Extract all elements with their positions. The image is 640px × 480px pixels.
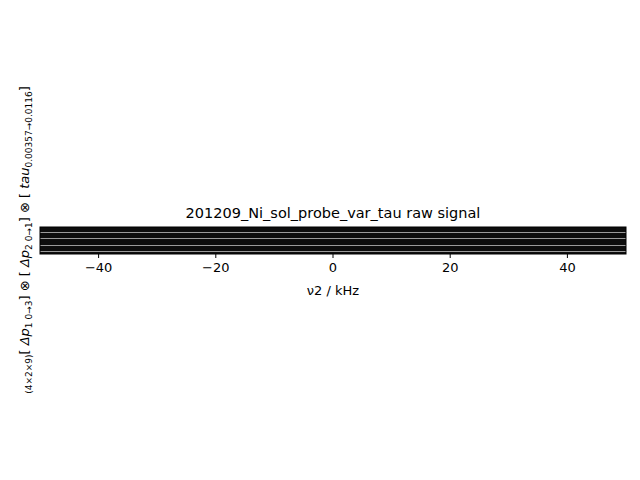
y-label-part: 0.00357→0.0116	[24, 91, 34, 168]
y-label-part: tau	[17, 168, 32, 189]
plot-frame	[40, 227, 626, 254]
x-tick	[567, 254, 568, 258]
y-label-part: [	[17, 345, 32, 354]
x-label: ν2 / kHz	[307, 283, 359, 298]
x-tick	[215, 254, 216, 258]
image-background	[40, 227, 626, 254]
y-label-part: ⊗	[17, 276, 32, 295]
y-label-part: Δp	[17, 328, 32, 346]
y-label-part: 2 0→1	[24, 222, 34, 250]
x-tick	[98, 254, 99, 258]
x-tick-label: −40	[85, 260, 112, 275]
chart: −40 −20 0 20 40 201209_Ni_sol_probe_var_tau r…	[0, 0, 640, 480]
y-label-part: ]	[17, 86, 32, 91]
band-separator	[40, 232, 626, 233]
title: 201209_Ni_sol_probe_var_tau raw signal	[186, 205, 481, 221]
x-tick-label: 20	[442, 260, 459, 275]
x-tick-label: 40	[559, 260, 576, 275]
chart-root: −40 −20 0 20 40 201209_Ni_sol_probe_var_tau r…	[0, 0, 640, 480]
y-label-part: [	[17, 267, 32, 276]
x-tick-label: 0	[329, 260, 337, 275]
image-area	[40, 227, 626, 254]
y-label: (4×2×9)[ Δp1 0→3] ⊗ [ Δp2 0→1] ⊗ [ tau0.…	[17, 86, 34, 394]
band-separator	[40, 251, 626, 252]
x-tick	[333, 254, 334, 258]
y-label-part: (4×2×9)	[24, 355, 34, 394]
y-label-part: Δp	[17, 250, 32, 268]
y-label-part: ⊗	[17, 198, 32, 217]
y-label-part: 1 0→3	[24, 301, 34, 329]
x-tick-label: −20	[202, 260, 229, 275]
band-separator	[40, 238, 626, 239]
x-tick	[450, 254, 451, 258]
y-label-part: [	[17, 189, 32, 198]
band-separator	[40, 245, 626, 246]
